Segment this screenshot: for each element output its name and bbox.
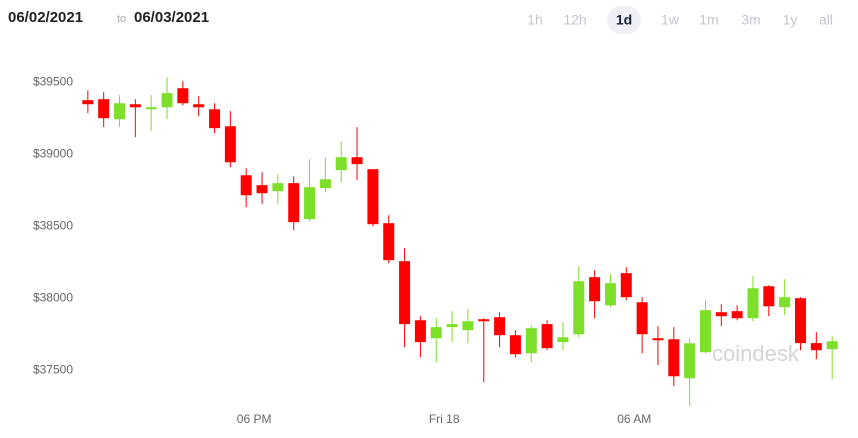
date-to: 06/03/2021 — [134, 9, 209, 26]
candle-body — [304, 187, 316, 220]
range-option-label[interactable]: all — [819, 12, 833, 28]
range-option-label[interactable]: 3m — [741, 12, 760, 28]
candle-body — [794, 298, 806, 344]
candle-body — [177, 88, 189, 104]
y-tick-label: $39500 — [33, 74, 73, 88]
candle-body — [399, 261, 411, 325]
candle-body — [335, 157, 347, 171]
range-option[interactable]: 1w — [661, 12, 680, 28]
candle-body — [98, 99, 110, 119]
range-option[interactable]: all — [819, 12, 833, 28]
candle-body — [494, 317, 506, 336]
range-option-label[interactable]: 1m — [699, 12, 718, 28]
candle-body — [367, 169, 379, 225]
candle-body — [779, 297, 791, 308]
candle-body — [699, 310, 711, 353]
candle-body — [620, 273, 632, 298]
candle-body — [319, 179, 331, 189]
candle-body — [557, 337, 569, 343]
candle-body — [573, 281, 585, 335]
candle-body — [763, 286, 775, 307]
candle-body — [589, 277, 601, 302]
x-tick-label: Fri 18 — [429, 412, 460, 426]
candle-body — [351, 157, 363, 165]
candle-body — [668, 339, 680, 377]
candle-body — [430, 327, 442, 339]
y-tick-label: $37500 — [33, 362, 73, 376]
x-tick-label: 06 PM — [237, 412, 272, 426]
candle-body — [414, 320, 426, 343]
range-option[interactable]: 1h — [527, 12, 543, 28]
candle-body — [525, 328, 537, 354]
candle-body — [636, 302, 648, 335]
candle-body — [604, 283, 616, 306]
candle-body — [684, 343, 696, 379]
y-tick-label: $39000 — [33, 146, 73, 160]
candle-body — [193, 104, 205, 108]
range-option[interactable]: 1m — [699, 12, 718, 28]
range-option-label[interactable]: 1y — [783, 12, 798, 28]
candle-body — [462, 321, 474, 331]
candle-body — [240, 175, 252, 196]
range-option[interactable]: 12h — [563, 12, 586, 28]
range-option[interactable]: 3m — [741, 12, 760, 28]
candle-body — [383, 223, 395, 261]
candle-body — [747, 288, 759, 319]
candle-body — [161, 93, 173, 108]
watermark: coindesk — [712, 341, 800, 366]
range-option-label[interactable]: 1h — [527, 12, 543, 28]
range-option-label[interactable]: 12h — [563, 12, 586, 28]
range-option[interactable]: 1y — [783, 12, 798, 28]
y-tick-label: $38000 — [33, 290, 73, 304]
candle-body — [209, 109, 221, 129]
candle-body — [145, 107, 157, 110]
candle-body — [652, 338, 664, 341]
date-connector: to — [117, 13, 126, 25]
x-tick-label: 06 AM — [617, 412, 651, 426]
candle-body — [731, 311, 743, 319]
candle-body — [509, 335, 521, 355]
candle-body — [129, 104, 141, 108]
range-option-highlight — [607, 6, 641, 34]
candle-body — [715, 312, 727, 317]
candle-body — [446, 324, 458, 328]
y-tick-label: $38500 — [33, 218, 73, 232]
range-option-label[interactable]: 1d — [616, 12, 632, 28]
candle-body — [826, 341, 838, 350]
candle-body — [288, 183, 300, 223]
range-option[interactable]: 1d — [607, 6, 641, 34]
candle-body — [478, 319, 490, 322]
candle-body — [256, 185, 268, 194]
candle-body — [224, 126, 236, 163]
candle-body — [810, 343, 822, 351]
candle-body — [82, 100, 94, 105]
candle-body — [541, 324, 553, 349]
range-option-label[interactable]: 1w — [661, 12, 680, 28]
date-from: 06/02/2021 — [8, 9, 83, 26]
candle-body — [272, 183, 284, 192]
candle-body — [114, 103, 126, 120]
